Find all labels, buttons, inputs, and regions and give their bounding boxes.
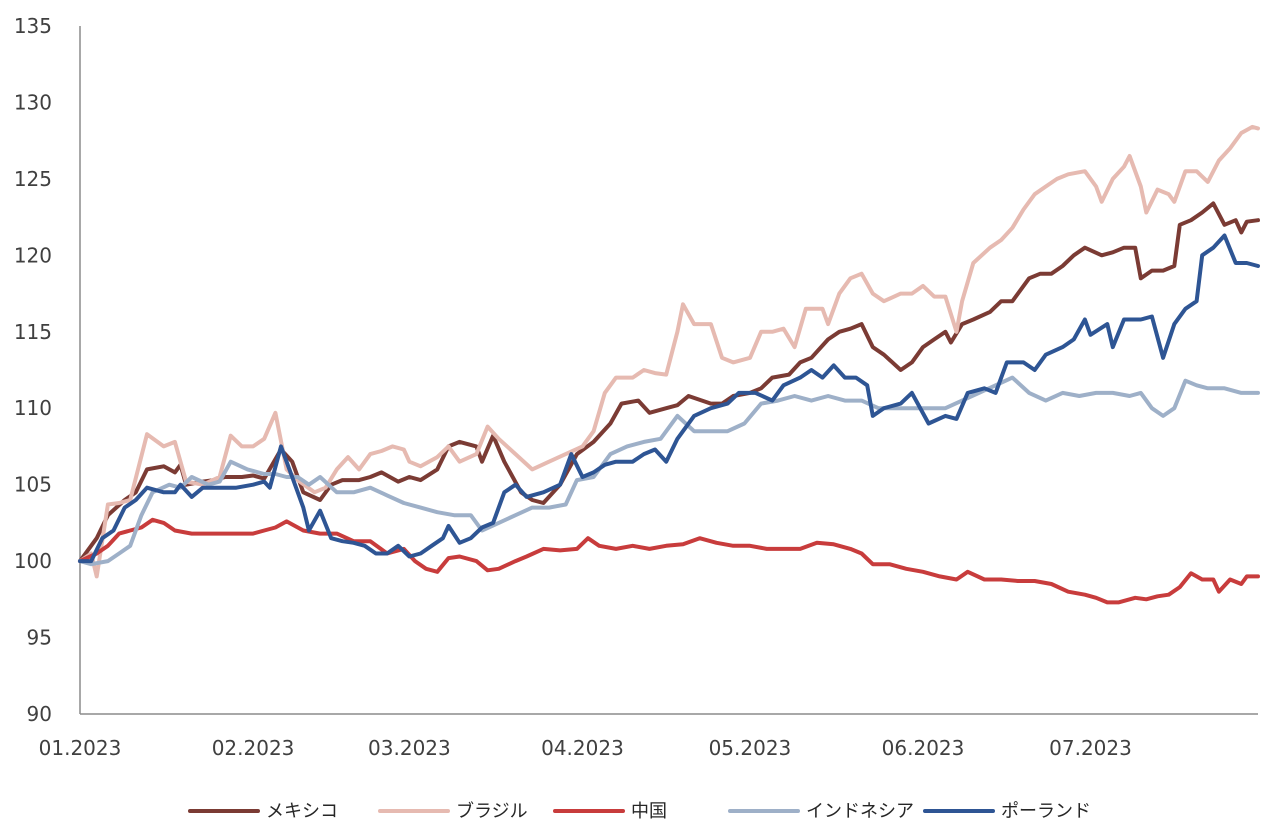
x-tick-label: 03.2023 [368,736,451,760]
y-tick-label: 115 [14,320,52,344]
x-tick-label: 05.2023 [709,736,792,760]
series-line-2 [78,124,1260,579]
x-tick-label: 01.2023 [39,736,122,760]
legend-item: ブラジル [378,800,528,822]
series-lines [78,124,1260,605]
series-line-4 [78,375,1260,567]
x-tick-label: 02.2023 [212,736,295,760]
legend-label: ポーランド [1001,801,1091,822]
legend-label: インドネシア [806,801,914,822]
y-tick-label: 110 [14,396,52,420]
series-line-3 [78,517,1260,605]
y-tick-label: 125 [14,167,52,191]
legend-label: ブラジル [456,800,528,822]
legend-label: メキシコ [266,801,338,822]
y-tick-label: 100 [14,549,52,573]
legend-item: 中国 [553,801,667,822]
x-tick-label: 06.2023 [882,736,965,760]
legend: メキシコ ブラジル 中国 インドネシア ポーランド [188,800,1091,822]
legend-item: メキシコ [188,801,338,822]
y-tick-label: 120 [14,243,52,267]
y-tick-label: 105 [14,473,52,497]
y-tick-label: 95 [27,626,52,650]
series-line-1 [78,201,1260,564]
series-line-5 [78,233,1260,564]
y-tick-label: 135 [14,14,52,38]
x-tick-label: 04.2023 [541,736,624,760]
legend-item: ポーランド [923,801,1091,822]
legend-item: インドネシア [728,801,914,822]
x-axis-tick-labels: 01.2023 02.2023 03.2023 04.2023 05.2023 06.20… [39,736,1132,760]
y-axis-tick-labels: 90 95 100 105 110 115 120 125 130 135 [14,14,52,726]
legend-label: 中国 [631,801,667,822]
y-tick-label: 90 [27,702,52,726]
y-tick-label: 130 [14,90,52,114]
x-tick-label: 07.2023 [1049,736,1132,760]
